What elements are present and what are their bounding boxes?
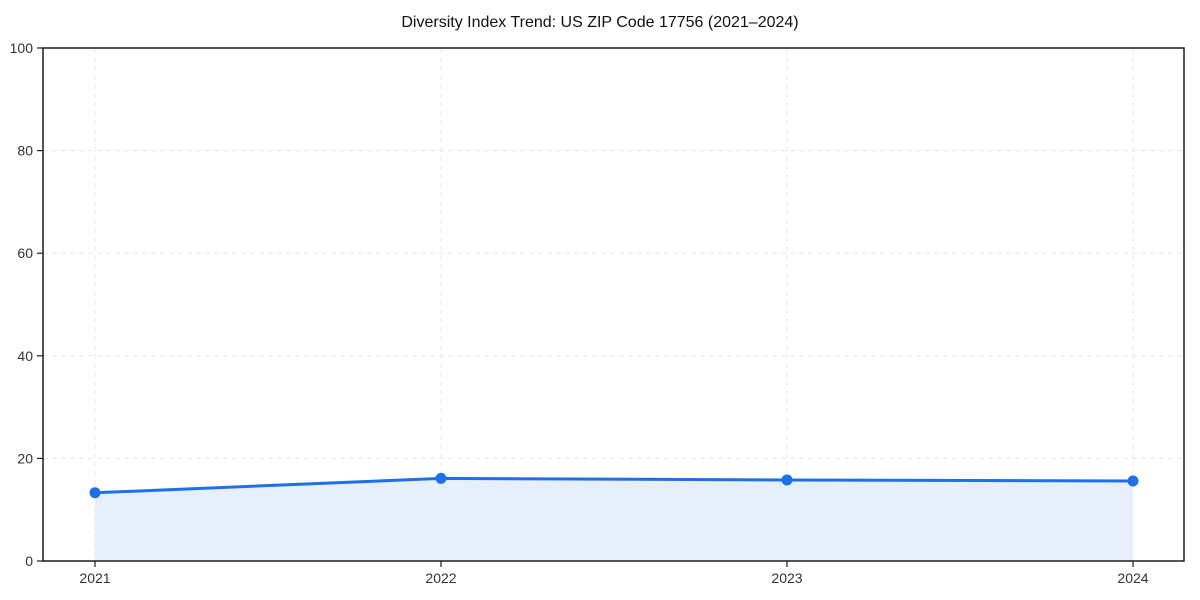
x-tick-label: 2021 bbox=[79, 570, 110, 586]
data-point-marker bbox=[435, 472, 447, 484]
area-fill bbox=[95, 478, 1133, 561]
x-tick-label: 2023 bbox=[771, 570, 802, 586]
data-point-marker bbox=[781, 474, 793, 486]
y-tick-label: 80 bbox=[17, 143, 33, 159]
chart-title: Diversity Index Trend: US ZIP Code 17756… bbox=[401, 14, 799, 31]
data-point-marker bbox=[1127, 475, 1139, 487]
y-tick-label: 100 bbox=[10, 40, 34, 56]
y-tick-label: 20 bbox=[17, 450, 33, 466]
y-tick-label: 0 bbox=[25, 553, 33, 569]
plot-border bbox=[42, 47, 1185, 562]
y-tick-label: 40 bbox=[17, 348, 33, 364]
data-point-marker bbox=[89, 487, 101, 499]
y-tick-label: 60 bbox=[17, 245, 33, 261]
x-tick-label: 2024 bbox=[1117, 570, 1148, 586]
x-tick-label: 2022 bbox=[425, 570, 456, 586]
trend-line bbox=[93, 476, 1135, 495]
